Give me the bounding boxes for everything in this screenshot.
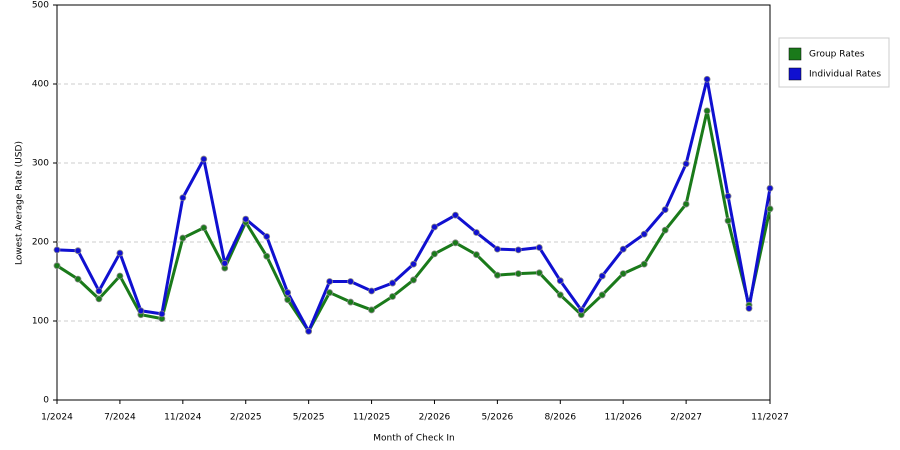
data-point — [242, 215, 250, 223]
data-point — [724, 192, 732, 200]
y-tick-label: 500 — [32, 1, 49, 11]
y-axis-label: Lowest Average Rate (USD) — [15, 141, 25, 265]
data-point — [598, 272, 606, 280]
data-point — [410, 276, 417, 284]
series-line — [56, 77, 772, 333]
legend-label: Group Rates — [809, 50, 865, 60]
data-point — [347, 298, 354, 306]
data-point — [347, 278, 354, 285]
data-point — [326, 278, 334, 285]
data-point — [682, 200, 690, 208]
data-point — [368, 306, 375, 314]
plot-frame — [56, 4, 771, 401]
data-point — [452, 239, 459, 247]
data-point — [514, 270, 522, 278]
data-point — [74, 275, 82, 283]
x-tick-label: 2/2025 — [230, 413, 262, 423]
legend-label: Individual Rates — [809, 70, 881, 80]
legend-swatch — [788, 47, 802, 61]
data-point — [116, 249, 124, 257]
data-point — [766, 205, 774, 213]
data-point — [53, 246, 61, 254]
legend-swatch — [788, 67, 802, 81]
data-point — [95, 295, 103, 303]
data-point — [284, 289, 292, 296]
x-tick-label: 11/2026 — [605, 413, 643, 423]
data-point — [431, 250, 438, 258]
x-tick-label: 5/2026 — [482, 413, 514, 423]
data-point — [368, 287, 375, 295]
x-tick-label: 2/2027 — [670, 413, 702, 423]
data-point — [284, 296, 292, 304]
data-point — [661, 206, 669, 214]
data-point — [640, 260, 648, 268]
data-point — [305, 327, 313, 335]
data-point — [263, 252, 271, 260]
data-point — [263, 233, 271, 240]
data-point — [158, 310, 166, 318]
data-point — [577, 306, 585, 314]
data-point — [556, 291, 564, 299]
data-point — [661, 226, 669, 234]
data-point — [137, 307, 145, 315]
data-point — [535, 269, 543, 277]
x-tick-label: 2/2026 — [419, 413, 451, 423]
data-point — [619, 245, 627, 253]
data-point — [200, 224, 208, 232]
data-point — [116, 272, 124, 280]
data-point — [703, 75, 711, 83]
data-point — [389, 293, 396, 300]
data-point — [535, 244, 543, 251]
x-tick-label: 11/2024 — [164, 413, 202, 423]
x-tick-label: 11/2025 — [353, 413, 390, 423]
data-point — [556, 277, 564, 285]
data-point — [389, 279, 396, 287]
data-point — [682, 160, 690, 168]
data-point — [53, 262, 61, 270]
data-point — [514, 246, 522, 254]
y-tick-label: 300 — [32, 159, 49, 169]
y-tick-label: 100 — [32, 317, 49, 327]
x-tick-label: 8/2026 — [544, 413, 576, 423]
x-tick-label: 7/2024 — [104, 413, 136, 423]
data-point — [179, 234, 187, 242]
data-point — [200, 155, 208, 163]
data-point — [326, 289, 334, 296]
data-point — [179, 194, 187, 202]
data-point — [452, 211, 459, 219]
data-point — [619, 270, 627, 278]
data-point — [473, 229, 480, 236]
data-point — [74, 247, 82, 255]
data-point — [766, 184, 774, 192]
data-point — [598, 291, 606, 299]
data-point — [493, 245, 501, 253]
data-point — [431, 223, 438, 231]
data-point — [473, 251, 480, 259]
data-point — [640, 230, 648, 238]
data-point — [95, 287, 103, 295]
y-tick-label: 400 — [32, 80, 49, 90]
data-point — [410, 260, 417, 268]
x-tick-label: 5/2025 — [293, 413, 325, 423]
data-point — [745, 304, 753, 312]
data-point — [703, 107, 711, 115]
data-point — [724, 217, 732, 225]
y-tick-label: 0 — [43, 396, 49, 406]
y-tick-label: 200 — [32, 238, 49, 248]
x-tick-label: 11/2027 — [751, 413, 788, 423]
x-tick-label: 1/2024 — [41, 413, 73, 423]
data-point — [493, 271, 501, 279]
x-axis-label: Month of Check In — [373, 434, 455, 444]
data-point — [221, 259, 229, 267]
